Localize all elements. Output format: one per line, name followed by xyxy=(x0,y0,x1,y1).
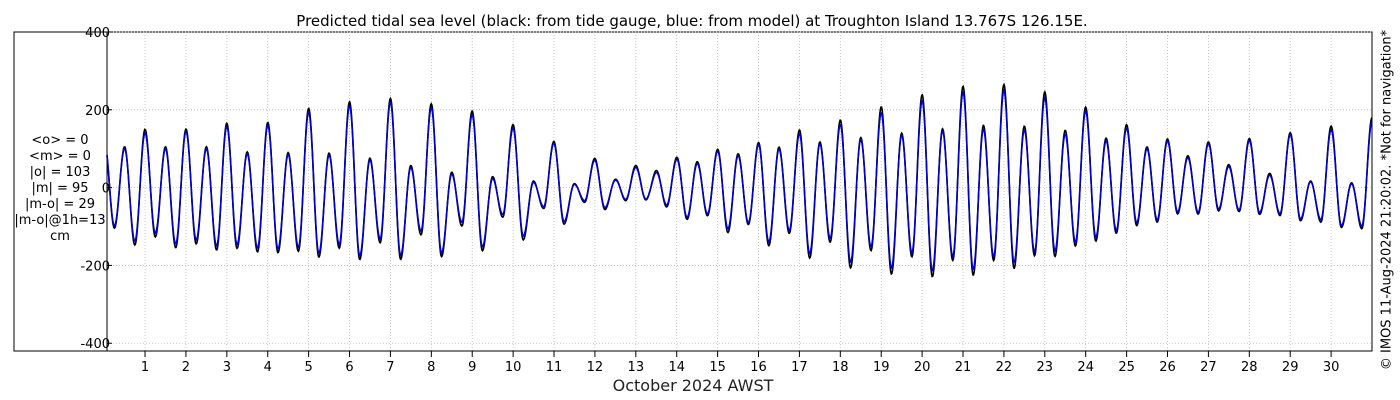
x-tick-label: 19 xyxy=(873,360,890,375)
x-tick-label: 5 xyxy=(304,360,312,375)
series-lines xyxy=(106,82,1373,278)
x-tick-label: 23 xyxy=(1037,360,1054,375)
x-tick-label: 28 xyxy=(1241,360,1258,375)
x-tick-label: 17 xyxy=(791,360,808,375)
stats-panel: <o> = 0 <m> = 0 |o| = 103 |m| = 95 |m-o|… xyxy=(12,133,108,245)
y-tick-label: -200 xyxy=(80,259,110,274)
x-tick-label: 14 xyxy=(668,360,685,375)
copyright-text: © IMOS 11-Aug-2024 21:20:02. *Not for na… xyxy=(1379,29,1395,371)
x-tick-label: 11 xyxy=(546,360,563,375)
y-tick-label: 0 xyxy=(102,182,110,197)
x-tick-label: 20 xyxy=(914,360,931,375)
x-tick-label: 15 xyxy=(709,360,726,375)
x-axis: 1 2 3 4 5 6 7 8 9 10 11 12 13 14 15 16 17 18 19 20 21 22 23 24 2… xyxy=(107,350,1372,375)
x-tick-label: 1 xyxy=(141,360,149,375)
series-line-model xyxy=(106,88,1373,272)
y-tick-label: 400 xyxy=(85,26,110,41)
x-tick-label: 8 xyxy=(427,360,435,375)
x-tick-label: 12 xyxy=(587,360,604,375)
stat-abs-model: |m| = 95 xyxy=(31,181,89,196)
x-tick-label: 9 xyxy=(468,360,476,375)
stat-abs-obs: |o| = 103 xyxy=(29,165,91,180)
x-tick-label: 4 xyxy=(264,360,272,375)
y-tick-label: 200 xyxy=(85,104,110,119)
x-tick-label: 7 xyxy=(386,360,394,375)
stat-mean-model: <m> = 0 xyxy=(29,149,91,164)
series-line-tide-gauge xyxy=(106,82,1373,278)
x-tick-label: 27 xyxy=(1200,360,1217,375)
x-tick-label: 6 xyxy=(345,360,353,375)
y-tick-label: -400 xyxy=(80,337,110,352)
stat-abs-diff: |m-o| = 29 xyxy=(24,197,95,212)
x-tick-label: 3 xyxy=(223,360,231,375)
x-axis-label: October 2024 AWST xyxy=(613,376,774,395)
x-tick-label: 22 xyxy=(996,360,1013,375)
x-tick-label: 2 xyxy=(182,360,190,375)
y-axis: -400 -200 0 200 400 xyxy=(80,26,112,352)
x-tick-label: 13 xyxy=(628,360,645,375)
chart-title: Predicted tidal sea level (black: from t… xyxy=(296,12,1087,30)
x-tick-label: 26 xyxy=(1159,360,1176,375)
x-tick-label: 25 xyxy=(1118,360,1135,375)
stat-mean-obs: <o> = 0 xyxy=(31,133,89,148)
x-tick-label: 10 xyxy=(505,360,522,375)
x-tick-label: 29 xyxy=(1282,360,1299,375)
plot-frame xyxy=(13,31,1373,352)
x-tick-label: 16 xyxy=(750,360,767,375)
x-tick-label: 21 xyxy=(955,360,972,375)
x-tick-label: 24 xyxy=(1077,360,1094,375)
x-tick-label: 30 xyxy=(1323,360,1340,375)
x-tick-label: 18 xyxy=(832,360,849,375)
grid-lines xyxy=(107,31,1372,351)
stat-units: cm xyxy=(50,229,70,244)
stat-abs-diff-1h: |m-o|@1h=13 xyxy=(14,213,106,228)
